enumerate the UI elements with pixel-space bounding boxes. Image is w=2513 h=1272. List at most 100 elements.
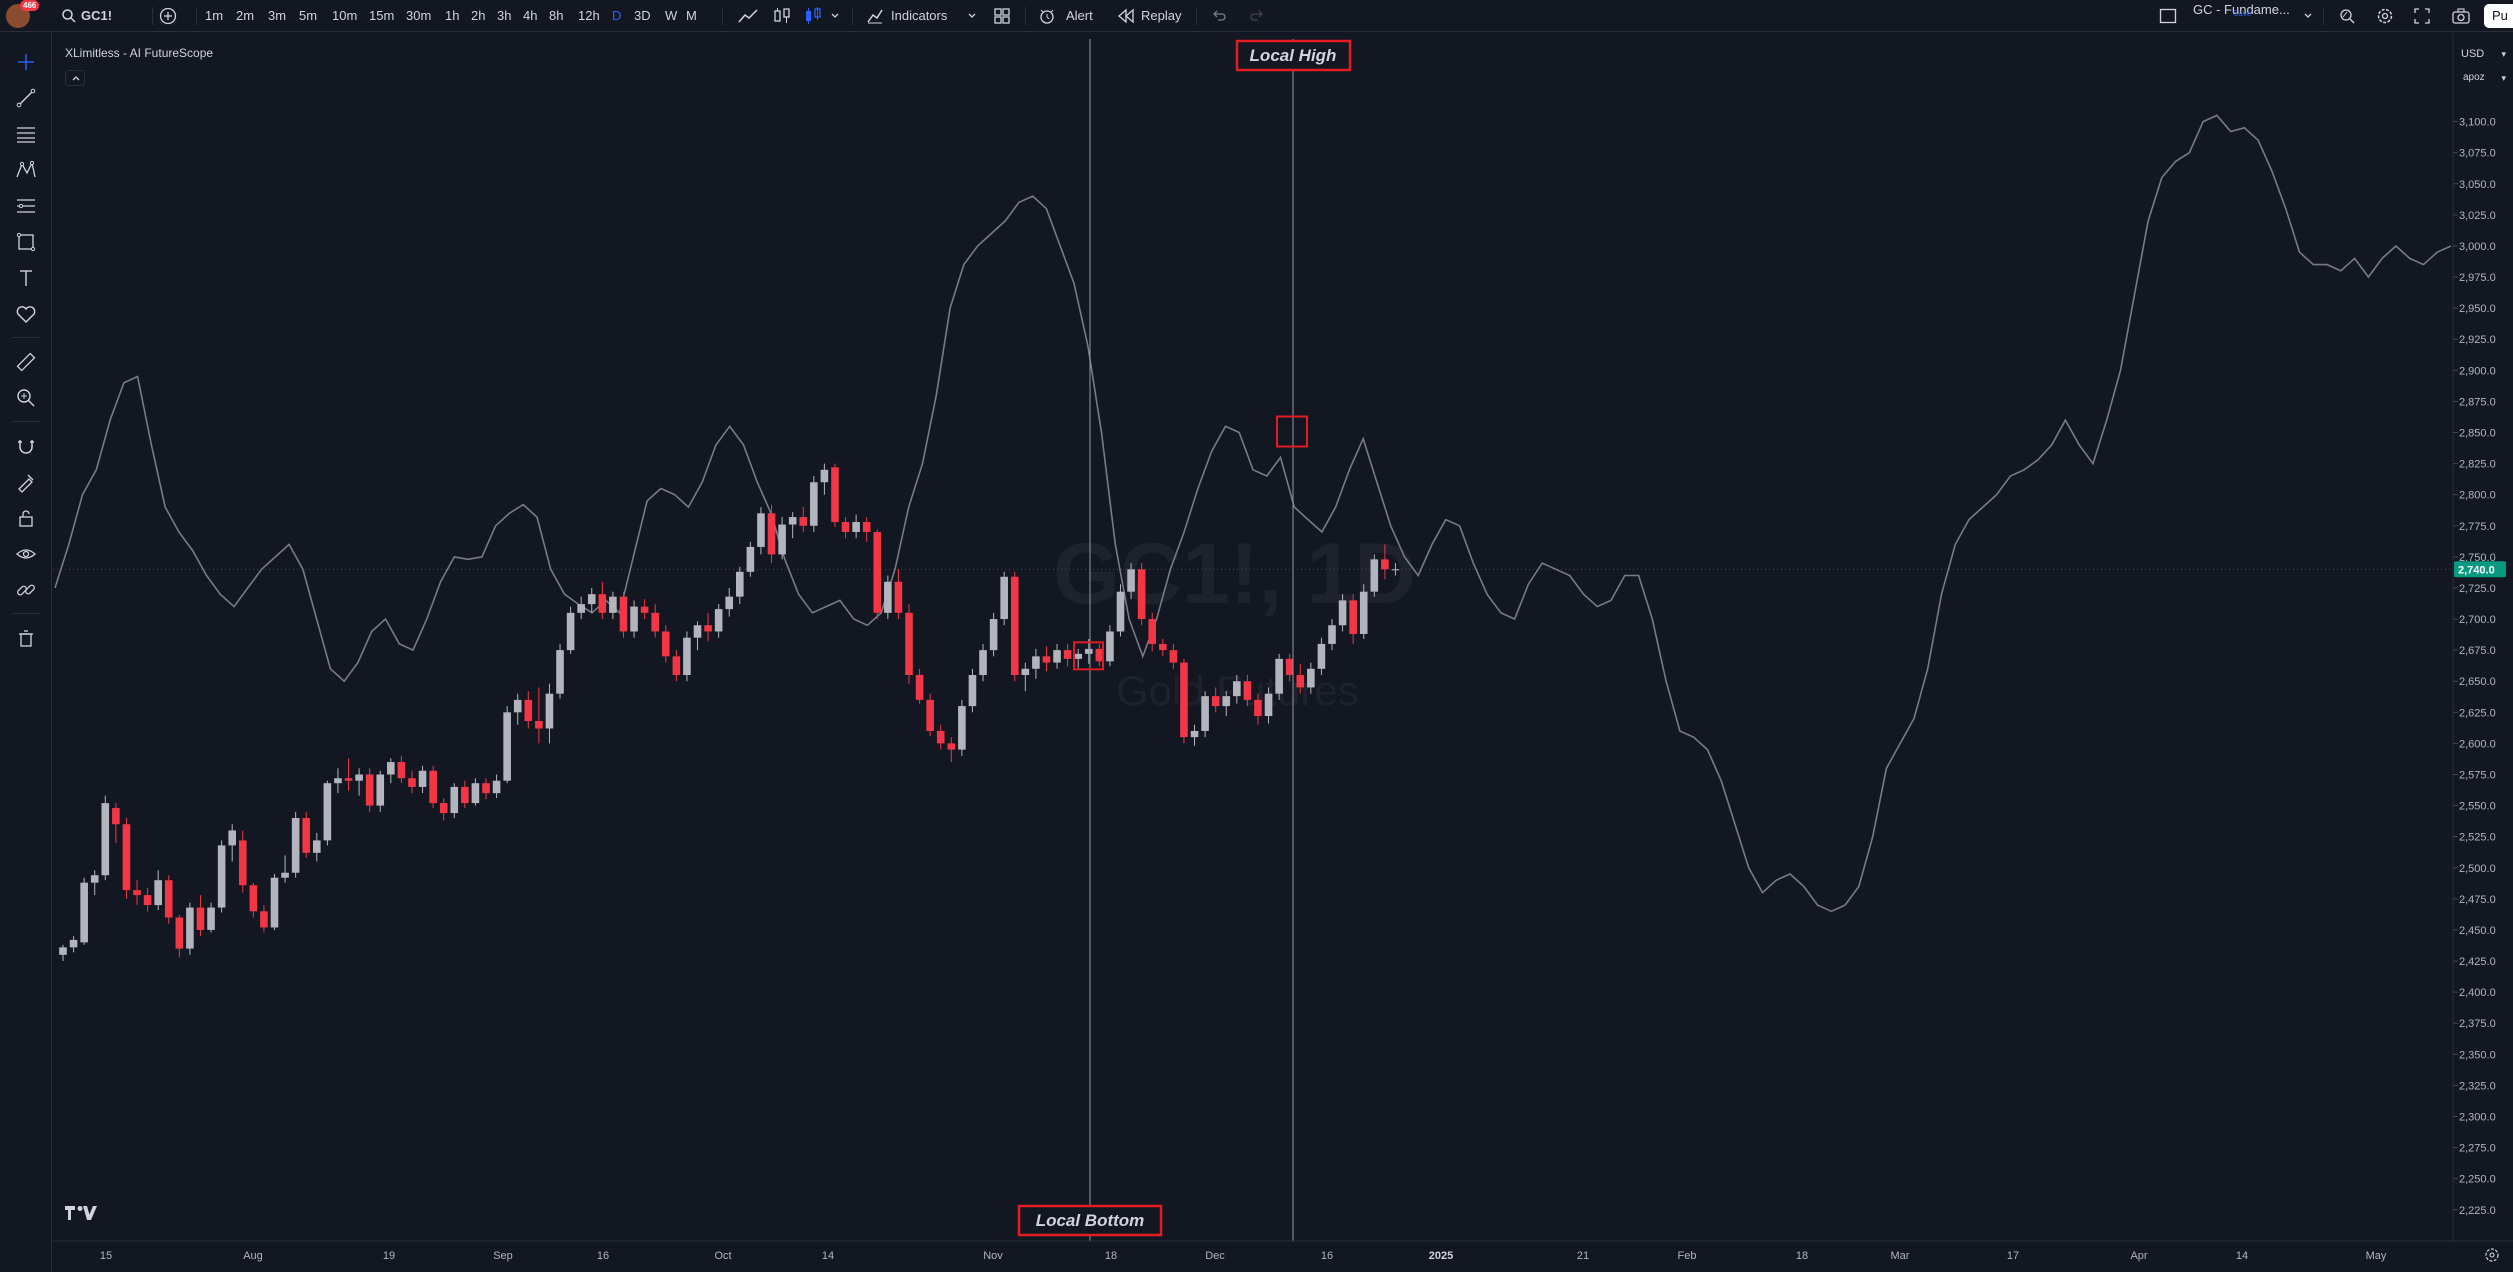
symbol-search[interactable]: GC1! <box>81 8 113 23</box>
candle-body <box>1032 656 1040 669</box>
interval-5m[interactable]: 5m <box>299 8 318 23</box>
layout-name[interactable]: GC - Fundame... <box>2193 2 2290 17</box>
interval-1h[interactable]: 1h <box>445 8 460 23</box>
alert-icon[interactable] <box>1038 7 1056 25</box>
interval-1m[interactable]: 1m <box>205 8 224 23</box>
divider <box>196 7 197 25</box>
text-icon[interactable] <box>14 266 38 290</box>
divider <box>12 421 40 422</box>
chevron-down-icon[interactable] <box>2303 11 2313 21</box>
interval-15m[interactable]: 15m <box>369 8 395 23</box>
indicators-button[interactable]: Indicators <box>891 8 948 23</box>
scale-settings-icon[interactable] <box>2485 1248 2499 1262</box>
price-tick-label: 2,875.0 <box>2459 396 2496 408</box>
forecast-icon[interactable] <box>14 194 38 218</box>
local-bottom-label-box[interactable] <box>1017 1204 1163 1237</box>
local-high-label-box[interactable] <box>1235 39 1352 72</box>
candle-body <box>133 890 141 896</box>
local-bottom-marker[interactable] <box>1073 641 1104 671</box>
candle-body <box>1201 696 1209 731</box>
candle-body <box>894 581 903 613</box>
interval-3m[interactable]: 3m <box>268 8 287 23</box>
price-tick-label: 3,100.0 <box>2459 117 2496 129</box>
interval-3h[interactable]: 3h <box>497 8 512 23</box>
scale-unit-select[interactable]: apoz ▾ <box>2457 69 2510 87</box>
chevron-down-icon[interactable] <box>830 11 840 21</box>
candle-body <box>1137 569 1146 620</box>
candle-body <box>80 882 88 943</box>
replay-icon[interactable] <box>1117 8 1135 24</box>
heart-icon[interactable] <box>14 302 38 326</box>
bar-chart-icon[interactable] <box>771 6 793 26</box>
layout-icon[interactable] <box>2159 8 2177 24</box>
alert-button[interactable]: Alert <box>1066 8 1093 23</box>
interval-d[interactable]: D <box>612 8 622 23</box>
local-high-marker[interactable] <box>1276 415 1308 448</box>
line-chart-icon[interactable] <box>737 6 759 26</box>
interval-10m[interactable]: 10m <box>332 8 358 23</box>
indicator-legend-title[interactable]: XLimitless - AI FutureScope <box>65 46 214 60</box>
time-tick-label: Mar <box>1891 1250 1910 1262</box>
interval-2h[interactable]: 2h <box>471 8 486 23</box>
chart-pane[interactable]: GC1!, 1D Gold Futures Local High Local Bo… <box>53 33 2513 1272</box>
candle-body <box>989 619 998 651</box>
candle-body <box>1317 643 1326 669</box>
templates-icon[interactable] <box>993 7 1011 25</box>
undo-icon[interactable] <box>1211 8 1227 24</box>
ruler-icon[interactable] <box>14 350 38 374</box>
interval-30m[interactable]: 30m <box>406 8 432 23</box>
replay-button[interactable]: Replay <box>1141 8 1182 23</box>
chevron-down-icon[interactable] <box>967 11 977 21</box>
quick-search-icon[interactable] <box>2338 7 2356 25</box>
divider <box>152 7 153 25</box>
time-scale[interactable]: 15 Aug 19 Sep 16 Oct 14 Nov 18 Dec 16 2025 21 Feb 18 Ma… <box>100 1250 2387 1262</box>
camera-icon[interactable] <box>2451 7 2471 25</box>
zoom-icon[interactable] <box>14 386 38 410</box>
publish-button[interactable]: Pu <box>2484 4 2513 28</box>
price-tick-label: 2,225.0 <box>2459 1205 2496 1217</box>
lock-drawing-icon[interactable] <box>14 470 38 494</box>
candlestick-icon[interactable] <box>802 6 824 26</box>
interval-8h[interactable]: 8h <box>549 8 564 23</box>
crosshair-icon[interactable] <box>14 50 38 74</box>
fib-icon[interactable] <box>14 122 38 146</box>
pattern-icon[interactable] <box>14 158 38 182</box>
lock-icon[interactable] <box>14 506 38 530</box>
search-icon[interactable] <box>61 8 77 24</box>
candle-body <box>387 762 395 775</box>
time-tick-label: 18 <box>1796 1250 1808 1262</box>
candle-body <box>725 596 734 610</box>
currency-select[interactable]: USD ▾ <box>2457 45 2510 63</box>
interval-3d[interactable]: 3D <box>634 8 651 23</box>
interval-2m[interactable]: 2m <box>236 8 255 23</box>
candle-body <box>736 571 744 597</box>
price-tick-label: 2,525.0 <box>2459 832 2496 844</box>
price-scale-bg[interactable] <box>2453 33 2513 1241</box>
settings-icon[interactable] <box>2376 7 2394 25</box>
link-icon[interactable] <box>14 578 38 602</box>
shapes-icon[interactable] <box>14 230 38 254</box>
interval-m[interactable]: M <box>686 8 697 23</box>
price-scale[interactable]: 3,100.0 3,075.0 3,050.0 3,025.0 3,000.0 2,975… <box>2453 117 2506 1217</box>
add-symbol-icon[interactable] <box>159 7 177 25</box>
time-tick-label: 2025 <box>1429 1250 1453 1262</box>
eye-icon[interactable] <box>14 542 38 566</box>
candle-body <box>915 675 924 700</box>
redo-icon[interactable] <box>1249 8 1265 24</box>
magnet-icon[interactable] <box>14 434 38 458</box>
candle-body <box>767 513 776 555</box>
collapse-legend-button[interactable] <box>65 70 85 86</box>
trash-icon[interactable] <box>14 626 38 650</box>
top-toolbar: 466 GC1! 1m 2m 3m 5m 10m 15m 30m 1h 2h 3h 4h 8h 12h D… <box>0 0 2513 32</box>
trendline-icon[interactable] <box>14 86 38 110</box>
indicators-icon[interactable] <box>866 7 884 25</box>
interval-w[interactable]: W <box>665 8 678 23</box>
candle-body <box>344 778 353 781</box>
candle-body <box>1074 653 1082 659</box>
interval-12h[interactable]: 12h <box>578 8 600 23</box>
fullscreen-icon[interactable] <box>2413 7 2431 25</box>
candle-body <box>693 625 702 638</box>
interval-4h[interactable]: 4h <box>523 8 538 23</box>
currency-label: USD <box>2461 48 2485 60</box>
